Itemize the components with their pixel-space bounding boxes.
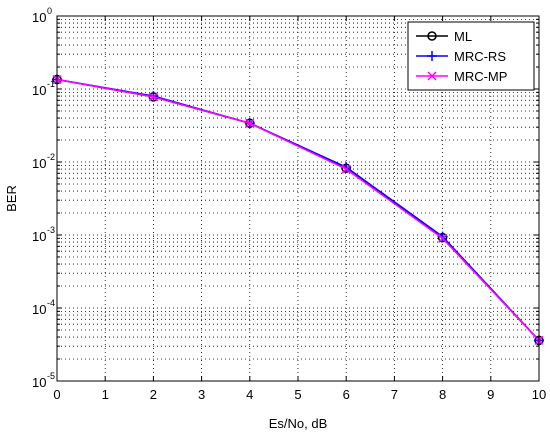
x-marker-b bbox=[427, 71, 437, 81]
legend-item-ml: ML bbox=[416, 29, 472, 44]
x-tick-label: 6 bbox=[343, 387, 350, 402]
y-tick-base: 10 bbox=[32, 375, 46, 390]
series-line bbox=[56, 78, 540, 341]
x-tick-label: 5 bbox=[294, 387, 301, 402]
legend-label: MRC-MP bbox=[454, 69, 507, 84]
y-tick-exponent: -5 bbox=[47, 371, 55, 381]
circle-marker bbox=[427, 31, 437, 41]
y-tick-base: 10 bbox=[32, 83, 46, 98]
legend-label: MRC-RS bbox=[454, 49, 506, 64]
y-tick-base: 10 bbox=[32, 229, 46, 244]
x-tick-label: 4 bbox=[246, 387, 253, 402]
data-point bbox=[341, 164, 351, 174]
y-tick-label: 10 -3 bbox=[32, 225, 55, 244]
x-tick-label: 1 bbox=[102, 387, 109, 402]
x-tick-label: 2 bbox=[150, 387, 157, 402]
x-marker-b bbox=[438, 233, 448, 243]
y-tick-label: 10 -5 bbox=[32, 371, 55, 390]
data-point bbox=[438, 233, 448, 243]
legend-item-mrc-rs: MRC-RS bbox=[416, 49, 506, 64]
series-lines bbox=[52, 74, 544, 346]
x-marker-b bbox=[148, 92, 158, 102]
grid bbox=[57, 16, 539, 381]
legend-item-mrc-mp: MRC-MP bbox=[416, 69, 507, 84]
legend-label: ML bbox=[454, 29, 472, 44]
y-tick-label: 10 0 bbox=[32, 6, 52, 25]
x-marker-b bbox=[245, 118, 255, 128]
data-point bbox=[148, 92, 158, 102]
x-tick-label: 0 bbox=[53, 387, 60, 402]
y-axis-label: BER bbox=[4, 185, 19, 212]
x-tick-label: 7 bbox=[391, 387, 398, 402]
x-tick-label: 8 bbox=[439, 387, 446, 402]
y-tick-label: 10 -2 bbox=[32, 152, 55, 171]
y-tick-exponent: -3 bbox=[47, 225, 55, 235]
y-tick-base: 10 bbox=[32, 302, 46, 317]
x-tick-label: 10 bbox=[532, 387, 546, 402]
x-tick-label: 3 bbox=[198, 387, 205, 402]
y-tick-base: 10 bbox=[32, 10, 46, 25]
y-tick-label: 10 -1 bbox=[32, 79, 55, 98]
legend: ML MRC-RS MRC-MP bbox=[407, 21, 535, 91]
data-point bbox=[245, 118, 255, 128]
x-marker-b bbox=[341, 164, 351, 174]
y-tick-exponent: -4 bbox=[47, 298, 55, 308]
x-tick-label: 9 bbox=[487, 387, 494, 402]
y-tick-exponent: -1 bbox=[47, 79, 55, 89]
y-tick-exponent: 0 bbox=[47, 6, 52, 16]
y-tick-base: 10 bbox=[32, 156, 46, 171]
y-tick-exponent: -2 bbox=[47, 152, 55, 162]
x-axis-label: Es/No, dB bbox=[269, 416, 328, 431]
y-tick-label: 10 -4 bbox=[32, 298, 55, 317]
